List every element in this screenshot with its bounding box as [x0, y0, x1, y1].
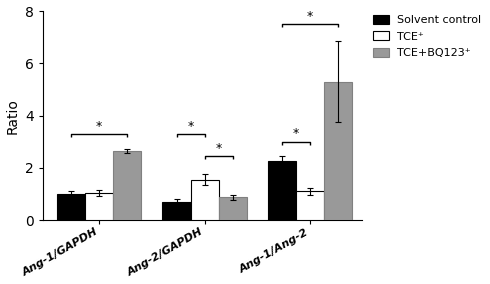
Text: *: *	[216, 142, 222, 155]
Bar	[113, 151, 142, 220]
Text: *: *	[307, 10, 313, 23]
Bar	[219, 197, 247, 220]
Bar	[57, 194, 85, 220]
Y-axis label: Ratio: Ratio	[5, 98, 20, 133]
Bar	[296, 191, 324, 220]
Bar	[324, 82, 352, 220]
Legend: Solvent control, TCE⁺, TCE+BQ123⁺: Solvent control, TCE⁺, TCE+BQ123⁺	[371, 12, 484, 60]
Text: *: *	[96, 120, 102, 133]
Bar	[85, 193, 113, 220]
Bar	[163, 202, 191, 220]
Bar	[268, 160, 296, 220]
Text: *: *	[293, 128, 299, 140]
Bar	[191, 180, 219, 220]
Text: *: *	[188, 120, 194, 133]
